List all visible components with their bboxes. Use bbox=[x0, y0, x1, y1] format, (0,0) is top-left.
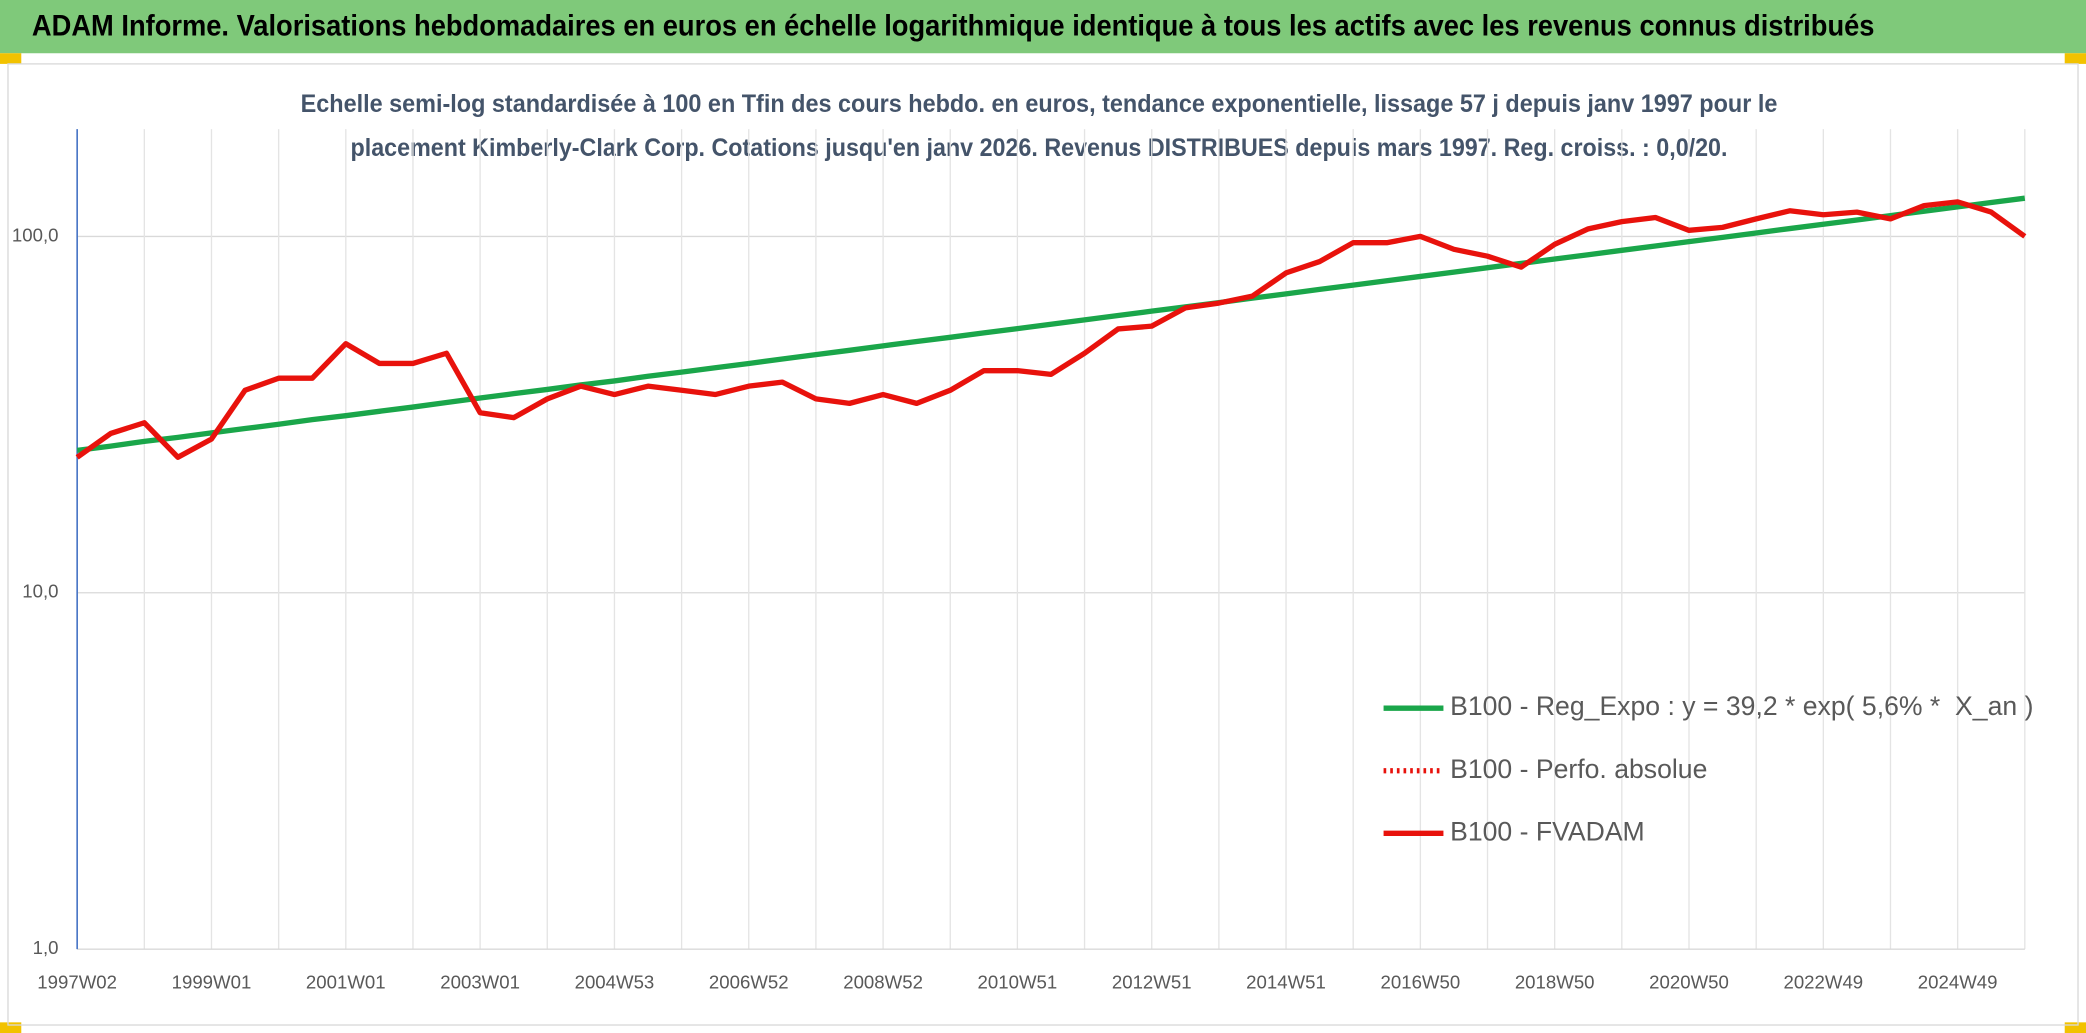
corner bbox=[0, 1022, 22, 1033]
header-band bbox=[0, 0, 2086, 54]
x-tick-label: 2004W53 bbox=[575, 972, 655, 993]
legend: B100 - Reg_Expo : y = 39,2 * exp( 5,6% *… bbox=[1383, 691, 2033, 846]
x-tick-label: 2018W50 bbox=[1515, 972, 1595, 993]
plot bbox=[75, 195, 2027, 460]
grid: 1,0 10,0 100,0 1997W02 1999W01 2001W01 2003W01… bbox=[12, 129, 2026, 993]
chart-title: placement Kimberly-Clark Corp. Cotations… bbox=[351, 134, 1728, 162]
y-tick-label: 100,0 bbox=[12, 224, 59, 245]
x-tick-label: 2016W50 bbox=[1381, 972, 1461, 993]
header-title: ADAM Informe. Valorisations hebdomadaire… bbox=[32, 11, 1875, 43]
corner bbox=[2064, 53, 2086, 64]
y-tick-label: 10,0 bbox=[22, 581, 58, 602]
corner bbox=[2064, 1022, 2086, 1033]
y-tick-label: 1,0 bbox=[33, 937, 59, 958]
x-tick-label: 2010W51 bbox=[978, 972, 1058, 993]
chart-title: Echelle semi-log standardisée à 100 en T… bbox=[301, 90, 1778, 118]
legend-label: B100 - Perfo. absolue bbox=[1450, 754, 1707, 784]
x-tick-label: 1999W01 bbox=[172, 972, 252, 993]
legend-label: B100 - FVADAM bbox=[1450, 816, 1645, 846]
legend-label: B100 - Reg_Expo : y = 39,2 * exp( 5,6% *… bbox=[1450, 691, 2033, 721]
x-tick-label: 2003W01 bbox=[440, 972, 520, 993]
x-tick-label: 2012W51 bbox=[1112, 972, 1192, 993]
x-tick-label: 1997W02 bbox=[37, 972, 117, 993]
x-tick-label: 2024W49 bbox=[1918, 972, 1998, 993]
x-tick-label: 2022W49 bbox=[1783, 972, 1863, 993]
x-tick-label: 2014W51 bbox=[1246, 972, 1326, 993]
x-tick-label: 2008W52 bbox=[843, 972, 923, 993]
chart-frame bbox=[7, 63, 2079, 1026]
corner bbox=[0, 53, 22, 64]
x-tick-label: 2001W01 bbox=[306, 972, 386, 993]
series-line bbox=[76, 195, 2026, 453]
series-line bbox=[75, 199, 2027, 460]
x-tick-label: 2006W52 bbox=[709, 972, 789, 993]
x-tick-label: 2020W50 bbox=[1649, 972, 1729, 993]
